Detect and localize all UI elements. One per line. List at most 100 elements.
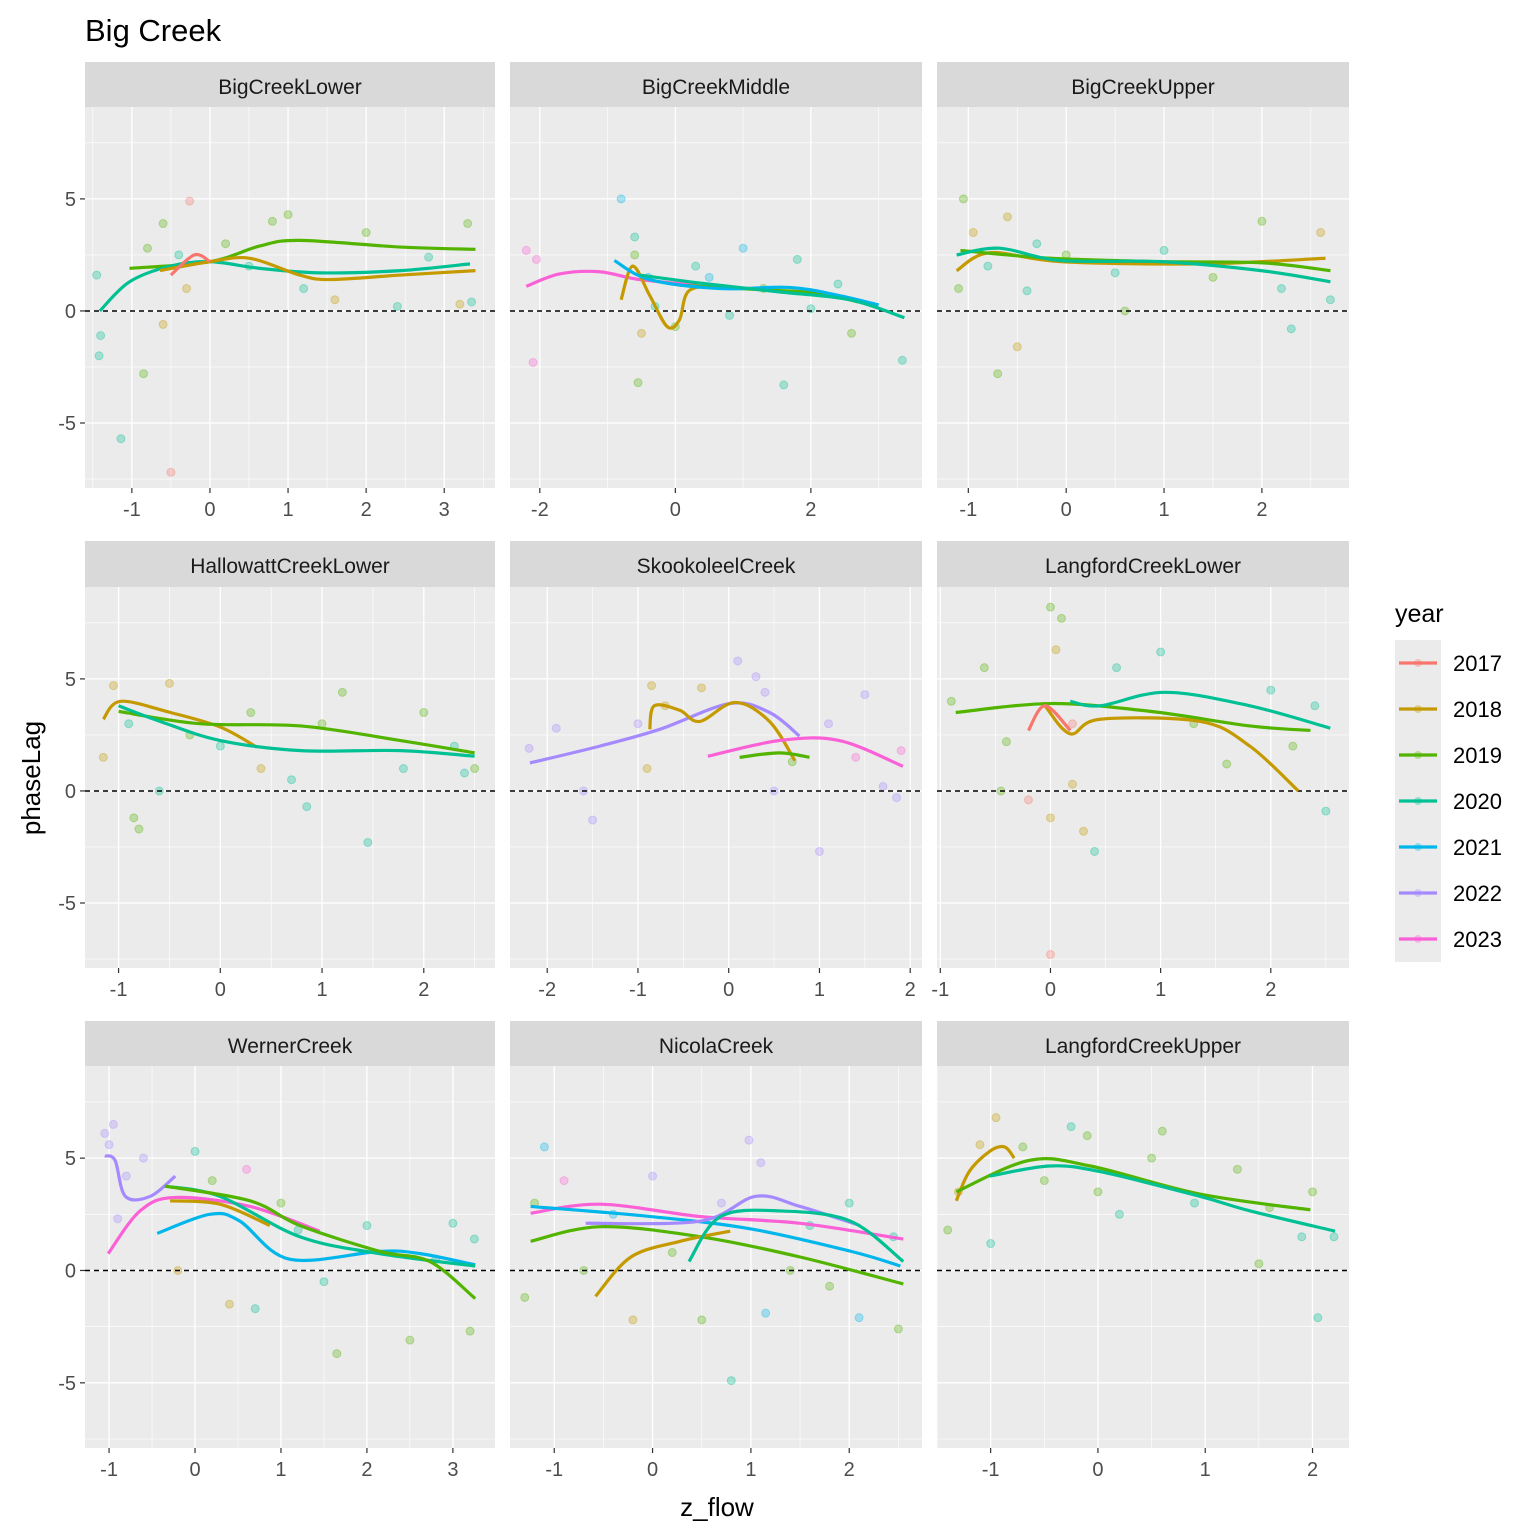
data-point-2022 — [633, 719, 643, 729]
data-point-2022 — [760, 687, 770, 697]
data-point-2019 — [419, 708, 429, 718]
panel-BigCreekLower: BigCreekLower -1 0 1 2 3 -5 0 5 — [58, 62, 495, 521]
panel-marks — [510, 194, 922, 390]
data-point-2021 — [704, 272, 714, 282]
smooth-line-2017 — [169, 252, 211, 277]
data-point-2019 — [1222, 759, 1232, 769]
data-point-2018 — [636, 328, 646, 338]
data-point-2019 — [1045, 602, 1055, 612]
facet-strip — [85, 1021, 495, 1066]
data-point-2023 — [521, 245, 531, 255]
data-point-2019 — [246, 708, 256, 718]
data-point-2020 — [190, 1146, 200, 1156]
x-tick-label: 2 — [361, 499, 372, 521]
x-tick-label: -1 — [982, 1459, 1000, 1481]
data-point-2022 — [892, 793, 902, 803]
data-point-2020 — [424, 252, 434, 262]
data-point-2020 — [94, 351, 104, 361]
smooth-line-2019 — [955, 701, 1311, 733]
smooth-line-2018 — [1043, 704, 1300, 793]
data-point-2022 — [100, 1128, 110, 1138]
data-point-2019 — [1254, 1259, 1264, 1269]
data-point-2019 — [361, 228, 371, 238]
facet-strip — [85, 62, 495, 107]
data-point-2020 — [1114, 1209, 1124, 1219]
data-point-2020 — [392, 301, 402, 311]
panel-HallowattCreekLower: HallowattCreekLower -1 0 1 2 -5 0 5 — [58, 541, 495, 1001]
legend-label: 2019 — [1453, 743, 1502, 768]
data-point-2019 — [1308, 1187, 1318, 1197]
panel-marks — [85, 678, 495, 847]
facet-strip-label: LangfordCreekLower — [1045, 555, 1241, 578]
y-tick-label: 5 — [65, 669, 76, 691]
data-point-2018 — [1316, 228, 1326, 238]
smooth-line-2022 — [104, 1154, 177, 1202]
x-tick-label: 2 — [418, 979, 429, 1001]
data-point-2022 — [524, 743, 534, 753]
data-point-2018 — [1045, 813, 1055, 823]
data-point-2020 — [897, 355, 907, 365]
panel-background — [510, 107, 922, 488]
data-point-2021 — [539, 1142, 549, 1152]
data-point-2022 — [860, 690, 870, 700]
data-point-2019 — [1208, 272, 1218, 282]
data-point-2020 — [215, 741, 225, 751]
panel-LangfordCreekLower: LangfordCreekLower -1 0 1 2 — [931, 541, 1349, 1001]
data-point-2018 — [224, 1299, 234, 1309]
data-point-2019 — [465, 1326, 475, 1336]
legend-label: 2018 — [1453, 697, 1502, 722]
smooth-line-2018 — [594, 1229, 731, 1298]
data-point-2020 — [630, 232, 640, 242]
facet-strip — [937, 541, 1349, 587]
y-tick-label: -5 — [58, 1373, 76, 1395]
smooth-line-2018 — [169, 1199, 271, 1228]
data-point-2021 — [854, 1313, 864, 1323]
legend-label: 2022 — [1453, 881, 1502, 906]
smooth-line-2020 — [687, 1208, 905, 1263]
data-point-2019 — [958, 194, 968, 204]
data-point-2018 — [455, 299, 465, 309]
data-point-2020 — [299, 284, 309, 294]
data-point-2017 — [1045, 950, 1055, 960]
data-point-2020 — [792, 254, 802, 264]
x-tick-label: 1 — [745, 1459, 756, 1481]
facet-strip — [937, 62, 1349, 107]
data-point-2023 — [531, 254, 541, 264]
x-tick-label: 0 — [647, 1459, 658, 1481]
data-point-2018 — [647, 681, 657, 691]
data-point-2019 — [1001, 737, 1011, 747]
legend-label: 2017 — [1453, 651, 1502, 676]
data-point-2019 — [943, 1225, 953, 1235]
panel-BigCreekUpper: BigCreekUpper -1 0 1 2 — [937, 62, 1349, 521]
legend-label: 2023 — [1453, 927, 1502, 952]
data-point-2018 — [991, 1113, 1001, 1123]
data-point-2018 — [164, 678, 174, 688]
data-point-2019 — [979, 663, 989, 673]
data-point-2019 — [1082, 1131, 1092, 1141]
data-point-2019 — [134, 824, 144, 834]
data-point-2020 — [1276, 284, 1286, 294]
x-tick-label: 0 — [723, 979, 734, 1001]
panel-background — [937, 107, 1349, 488]
data-point-2022 — [113, 1214, 123, 1224]
data-point-2019 — [1157, 1126, 1167, 1136]
data-point-2019 — [1018, 1142, 1028, 1152]
facet-strip — [510, 62, 922, 107]
smooth-line-2023 — [707, 736, 904, 768]
smooth-line-2019 — [955, 1157, 1311, 1212]
smooth-line-2018 — [102, 699, 258, 749]
data-point-2019 — [1147, 1153, 1157, 1163]
data-point-2020 — [779, 380, 789, 390]
data-point-2022 — [648, 1171, 658, 1181]
x-tick-label: 0 — [189, 1459, 200, 1481]
panel-background — [510, 1066, 922, 1448]
data-point-2020 — [448, 1218, 458, 1228]
smooth-line-2017 — [1027, 704, 1072, 732]
data-point-2019 — [825, 1281, 835, 1291]
panel-background — [937, 587, 1349, 968]
x-tick-label: 0 — [670, 499, 681, 521]
data-point-2020 — [319, 1277, 329, 1287]
data-point-2020 — [725, 310, 735, 320]
data-point-2020 — [174, 250, 184, 260]
data-point-2020 — [96, 331, 106, 341]
